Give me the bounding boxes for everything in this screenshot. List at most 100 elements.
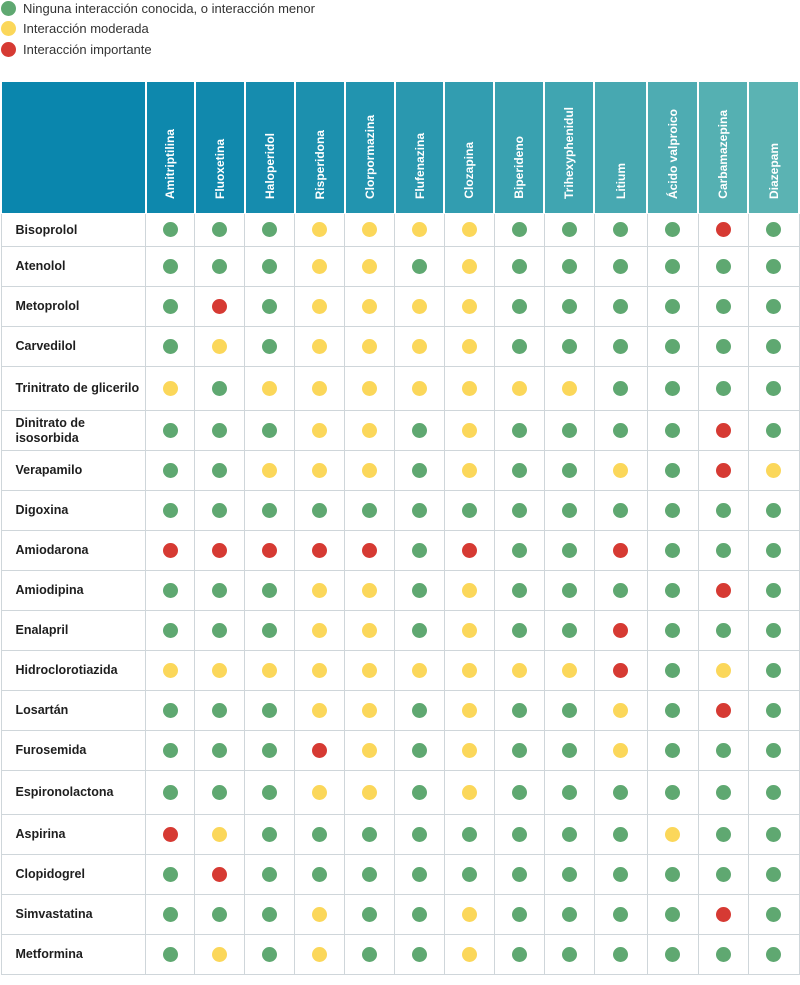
table-cell — [543, 814, 595, 855]
table-cell — [543, 570, 595, 611]
interaction-green-dot-icon — [766, 826, 781, 842]
table-cell — [697, 530, 749, 571]
corner-header-cell — [0, 81, 147, 214]
table-cell — [747, 770, 800, 815]
interaction-yellow-dot-icon — [362, 702, 378, 718]
table-cell — [294, 650, 346, 691]
interaction-red-dot-icon — [362, 542, 378, 558]
interaction-green-dot-icon — [561, 946, 577, 962]
interaction-yellow-dot-icon — [212, 338, 228, 354]
table-cell — [443, 814, 495, 855]
row-label: Metoprolol — [0, 286, 147, 327]
interaction-green-dot-icon — [665, 866, 681, 882]
interaction-yellow-dot-icon — [212, 826, 228, 842]
table-cell — [443, 213, 495, 247]
table-cell — [244, 366, 296, 411]
table-cell — [646, 690, 699, 731]
interaction-yellow-dot-icon — [312, 298, 328, 314]
interaction-yellow-dot-icon — [312, 946, 328, 962]
table-cell — [646, 570, 699, 611]
interaction-green-dot-icon — [511, 338, 527, 354]
column-header-label: Biperideno — [512, 136, 527, 199]
interaction-yellow-dot-icon — [461, 906, 477, 922]
interaction-green-dot-icon — [511, 826, 527, 842]
table-cell — [294, 410, 346, 451]
interaction-green-dot-icon — [766, 380, 781, 396]
table-cell — [344, 610, 396, 651]
interaction-yellow-dot-icon — [262, 462, 278, 478]
interaction-yellow-dot-icon — [461, 784, 477, 800]
interaction-green-dot-icon — [162, 338, 178, 354]
interaction-green-dot-icon — [162, 622, 178, 638]
table-cell — [194, 770, 246, 815]
table-cell — [493, 610, 545, 651]
interaction-yellow-dot-icon — [461, 222, 477, 238]
table-cell — [344, 366, 396, 411]
table-row: Digoxina — [0, 490, 800, 531]
table-cell — [593, 814, 648, 855]
table-cell — [394, 366, 445, 411]
interaction-yellow-dot-icon — [362, 338, 378, 354]
column-header: Clorpormazina — [343, 81, 396, 214]
interaction-yellow-dot-icon — [362, 258, 378, 274]
interaction-green-dot-icon — [212, 462, 228, 478]
interaction-green-dot-icon — [613, 582, 629, 598]
legend-dot-yellow-icon — [1, 20, 16, 36]
interaction-green-dot-icon — [613, 422, 629, 438]
interaction-green-dot-icon — [561, 462, 577, 478]
table-cell — [294, 213, 346, 247]
table-cell — [244, 490, 296, 531]
interaction-yellow-dot-icon — [412, 338, 427, 354]
table-cell — [443, 326, 495, 367]
column-header-label: Diazepam — [766, 142, 781, 199]
interaction-green-dot-icon — [362, 946, 378, 962]
table-cell — [646, 450, 699, 491]
row-label: Amiodipina — [0, 570, 147, 611]
interaction-green-dot-icon — [766, 866, 781, 882]
interaction-green-dot-icon — [262, 866, 278, 882]
interaction-green-dot-icon — [511, 222, 527, 238]
table-cell — [697, 690, 749, 731]
table-cell — [593, 530, 648, 571]
interaction-green-dot-icon — [412, 906, 427, 922]
table-cell — [747, 326, 800, 367]
table-cell — [593, 854, 648, 895]
interaction-green-dot-icon — [561, 222, 577, 238]
table-row: Clopidogrel — [0, 854, 800, 895]
interaction-green-dot-icon — [561, 582, 577, 598]
table-cell — [697, 570, 749, 611]
row-label: Amiodarona — [0, 530, 147, 571]
interaction-green-dot-icon — [262, 946, 278, 962]
table-cell — [697, 894, 749, 935]
interaction-green-dot-icon — [162, 462, 178, 478]
interaction-yellow-dot-icon — [362, 380, 378, 396]
interaction-yellow-dot-icon — [412, 380, 427, 396]
table-cell — [493, 814, 545, 855]
table-cell — [493, 410, 545, 451]
table-cell — [493, 770, 545, 815]
interaction-yellow-dot-icon — [312, 380, 328, 396]
column-header: Haloperidol — [243, 81, 296, 214]
row-label: Carvedilol — [0, 326, 147, 367]
table-cell — [443, 650, 495, 691]
interaction-green-dot-icon — [262, 622, 278, 638]
interaction-green-dot-icon — [613, 826, 629, 842]
table-row: Carvedilol — [0, 326, 800, 367]
legend-label: Interacción moderada — [23, 20, 149, 36]
interaction-green-dot-icon — [665, 380, 681, 396]
table-cell — [443, 770, 495, 815]
interaction-yellow-dot-icon — [362, 298, 378, 314]
table-cell — [194, 730, 246, 771]
table-cell — [145, 854, 196, 895]
table-row: Trinitrato de glicerilo — [0, 366, 800, 411]
table-cell — [294, 610, 346, 651]
interaction-yellow-dot-icon — [461, 462, 477, 478]
interaction-yellow-dot-icon — [312, 258, 328, 274]
interaction-yellow-dot-icon — [613, 702, 629, 718]
table-cell — [294, 530, 346, 571]
interaction-green-dot-icon — [561, 742, 577, 758]
interaction-green-dot-icon — [212, 222, 228, 238]
table-cell — [344, 650, 396, 691]
table-cell — [194, 450, 246, 491]
interaction-yellow-dot-icon — [613, 742, 629, 758]
